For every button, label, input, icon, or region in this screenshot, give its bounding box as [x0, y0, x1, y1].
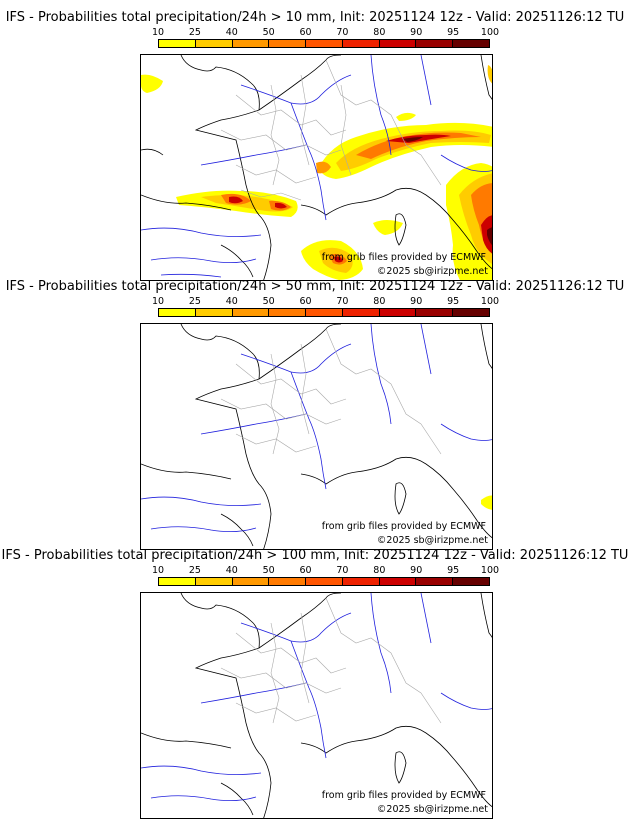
copyright-credit: ©2025 sb@irizpme.net	[376, 535, 488, 546]
colorbar-tick-label: 90	[410, 27, 423, 38]
colorbar-tick-label: 100	[480, 27, 500, 38]
colorbar-segment	[269, 40, 307, 47]
map-svg	[141, 593, 492, 818]
source-credit: from grib files provided by ECMWF	[321, 790, 486, 801]
colorbar-segment	[453, 40, 490, 47]
colorbar	[158, 577, 490, 586]
map-panel-100mm: IFS - Probabilities total precipitation/…	[0, 548, 630, 819]
borders	[220, 328, 442, 455]
probability-map: from grib files provided by ECMWF ©2025 …	[140, 323, 493, 550]
copyright-credit: ©2025 sb@irizpme.net	[376, 266, 488, 277]
source-credit: from grib files provided by ECMWF	[321, 521, 486, 532]
colorbar-tick-label: 10	[151, 296, 165, 307]
colorbar-tick-label: 25	[188, 27, 201, 38]
panel-title: IFS - Probabilities total precipitation/…	[5, 10, 625, 25]
colorbar-ticks: 10 25 40 50 60 70 80 90 95 100	[152, 565, 499, 576]
colorbar-tick-label: 90	[410, 565, 423, 576]
colorbar-tick-label: 100	[480, 565, 500, 576]
colorbar-segment	[416, 578, 454, 585]
colorbar-segment	[342, 40, 380, 47]
colorbar-tick-label: 60	[299, 27, 312, 38]
colorbar-segment	[306, 578, 343, 585]
colorbar-tick-label: 95	[447, 565, 460, 576]
colorbar-tick-label: 40	[225, 565, 238, 576]
colorbar-segment	[342, 578, 380, 585]
map-panel-50mm: IFS - Probabilities total precipitation/…	[0, 279, 630, 550]
colorbar-segment	[342, 309, 380, 316]
colorbar-segment	[416, 40, 454, 47]
rivers	[141, 324, 492, 532]
colorbar-segment	[159, 40, 196, 47]
colorbar	[158, 39, 490, 48]
probability-map: from grib files provided by ECMWF ©2025 …	[140, 592, 493, 819]
colorbar-segment	[232, 578, 270, 585]
colorbar-tick-label: 90	[410, 296, 423, 307]
colorbar-segment	[453, 578, 490, 585]
rivers	[141, 593, 492, 801]
colorbar-tick-label: 70	[336, 296, 349, 307]
probability-map: from grib files provided by ECMWF ©2025 …	[140, 54, 493, 281]
colorbar-tick-label: 80	[373, 296, 386, 307]
colorbar-segment	[379, 309, 417, 316]
map-svg	[141, 324, 492, 549]
borders	[220, 597, 442, 724]
colorbar-tick-label: 70	[336, 565, 349, 576]
colorbar-tick-label: 60	[299, 565, 312, 576]
colorbar-segment	[159, 578, 196, 585]
colorbar-tick-label: 80	[373, 565, 386, 576]
map-svg	[141, 55, 492, 280]
colorbar-tick-label: 100	[480, 296, 500, 307]
rivers	[141, 55, 492, 278]
copyright-credit: ©2025 sb@irizpme.net	[376, 804, 488, 815]
precip-probability-areas	[141, 65, 492, 280]
colorbar-tick-label: 40	[225, 27, 238, 38]
colorbar-segment	[195, 40, 233, 47]
colorbar	[158, 308, 490, 317]
panel-title: IFS - Probabilities total precipitation/…	[5, 279, 625, 294]
colorbar-segment	[232, 309, 270, 316]
colorbar-segment	[453, 309, 490, 316]
colorbar-tick-label: 50	[262, 27, 275, 38]
colorbar-ticks: 10 25 40 50 60 70 80 90 95 100	[152, 296, 499, 307]
colorbar-segment	[379, 40, 417, 47]
coastline	[141, 593, 492, 818]
colorbar-segment	[195, 309, 233, 316]
colorbar-tick-label: 95	[447, 27, 460, 38]
colorbar-tick-label: 60	[299, 296, 312, 307]
coastline	[141, 55, 492, 280]
colorbar-tick-label: 25	[188, 296, 201, 307]
colorbar-tick-label: 70	[336, 27, 349, 38]
colorbar-segment	[269, 309, 307, 316]
colorbar-tick-label: 10	[151, 565, 165, 576]
borders	[220, 59, 442, 201]
colorbar-segment	[232, 40, 270, 47]
colorbar-segment	[306, 309, 343, 316]
colorbar-segment	[306, 40, 343, 47]
precip-probability-areas	[481, 495, 492, 510]
source-credit: from grib files provided by ECMWF	[321, 252, 486, 263]
colorbar-segment	[379, 578, 417, 585]
colorbar-segment	[195, 578, 233, 585]
colorbar-tick-label: 25	[188, 565, 201, 576]
coastline	[141, 324, 492, 549]
colorbar-ticks: 10 25 40 50 60 70 80 90 95 100	[152, 27, 499, 38]
colorbar-segment	[159, 309, 196, 316]
panel-title: IFS - Probabilities total precipitation/…	[1, 548, 629, 563]
colorbar-tick-label: 80	[373, 27, 386, 38]
colorbar-tick-label: 50	[262, 565, 275, 576]
colorbar-tick-label: 95	[447, 296, 460, 307]
colorbar-segment	[269, 578, 307, 585]
colorbar-tick-label: 50	[262, 296, 275, 307]
colorbar-segment	[416, 309, 454, 316]
colorbar-tick-label: 40	[225, 296, 238, 307]
map-panel-10mm: IFS - Probabilities total precipitation/…	[0, 10, 630, 281]
colorbar-tick-label: 10	[151, 27, 165, 38]
